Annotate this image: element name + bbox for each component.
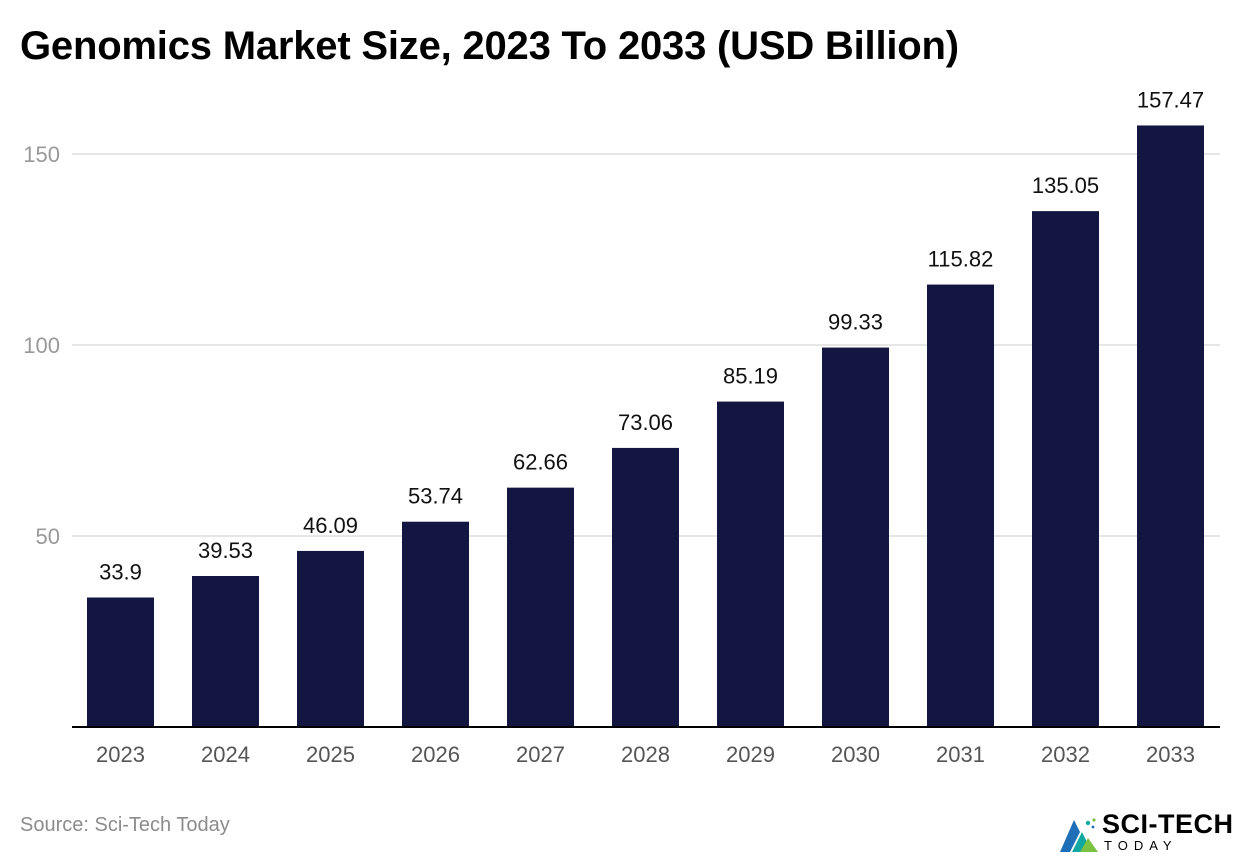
data-label-2033: 157.47 (1137, 87, 1204, 112)
y-tick-label: 50 (36, 524, 60, 549)
bar-2033 (1137, 125, 1204, 727)
x-tick-label-2023: 2023 (96, 742, 145, 767)
logo-name: SCI-TECH (1102, 809, 1234, 839)
x-tick-label-2025: 2025 (306, 742, 355, 767)
y-tick-label: 100 (23, 333, 60, 358)
bar-chart: 50 100 150 33.9 39.53 46.09 53.74 62.66 73.06 85… (23, 87, 1220, 767)
data-label-2032: 135.05 (1032, 173, 1099, 198)
source-note: Source: Sci-Tech Today (20, 814, 230, 836)
data-label-2029: 85.19 (723, 364, 778, 389)
bars (87, 125, 1204, 727)
x-tick-label-2028: 2028 (621, 742, 670, 767)
bar-2031 (927, 284, 994, 727)
bar-2028 (612, 447, 679, 727)
bar-2032 (1032, 211, 1099, 727)
x-tick-label-2031: 2031 (936, 742, 985, 767)
data-label-2023: 33.9 (99, 560, 142, 585)
x-tick-label-2032: 2032 (1041, 742, 1090, 767)
data-label-2028: 73.06 (618, 410, 673, 435)
bar-2027 (507, 487, 574, 727)
bar-2024 (192, 575, 259, 727)
brand-logo: SCI-TECH TODAY (1058, 808, 1238, 856)
data-label-2024: 39.53 (198, 538, 253, 563)
bar-2025 (297, 550, 364, 727)
data-label-2031: 115.82 (928, 247, 994, 272)
bar-2030 (822, 347, 889, 727)
y-axis-ticks: 50 100 150 (23, 142, 60, 549)
x-axis-ticks: 2023 2024 2025 2026 2027 2028 2029 2030 2031 2032… (96, 742, 1195, 767)
data-label-2030: 99.33 (828, 310, 883, 335)
logo-subtitle: TODAY (1104, 838, 1178, 853)
bar-2023 (87, 597, 154, 727)
x-tick-label-2026: 2026 (411, 742, 460, 767)
data-label-2025: 46.09 (303, 513, 358, 538)
x-tick-label-2030: 2030 (831, 742, 880, 767)
data-label-2026: 53.74 (408, 484, 463, 509)
data-label-2027: 62.66 (513, 450, 568, 475)
x-tick-label-2033: 2033 (1146, 742, 1195, 767)
x-tick-label-2024: 2024 (201, 742, 250, 767)
bar-2029 (717, 401, 784, 727)
x-tick-label-2029: 2029 (726, 742, 775, 767)
y-tick-label: 150 (23, 142, 60, 167)
x-tick-label-2027: 2027 (516, 742, 565, 767)
bar-2026 (402, 521, 469, 727)
data-labels: 33.9 39.53 46.09 53.74 62.66 73.06 85.19 99.33 1… (99, 87, 1204, 584)
sci-tech-logo-icon (1060, 818, 1098, 852)
chart-title: Genomics Market Size, 2023 To 2033 (USD … (20, 24, 959, 68)
